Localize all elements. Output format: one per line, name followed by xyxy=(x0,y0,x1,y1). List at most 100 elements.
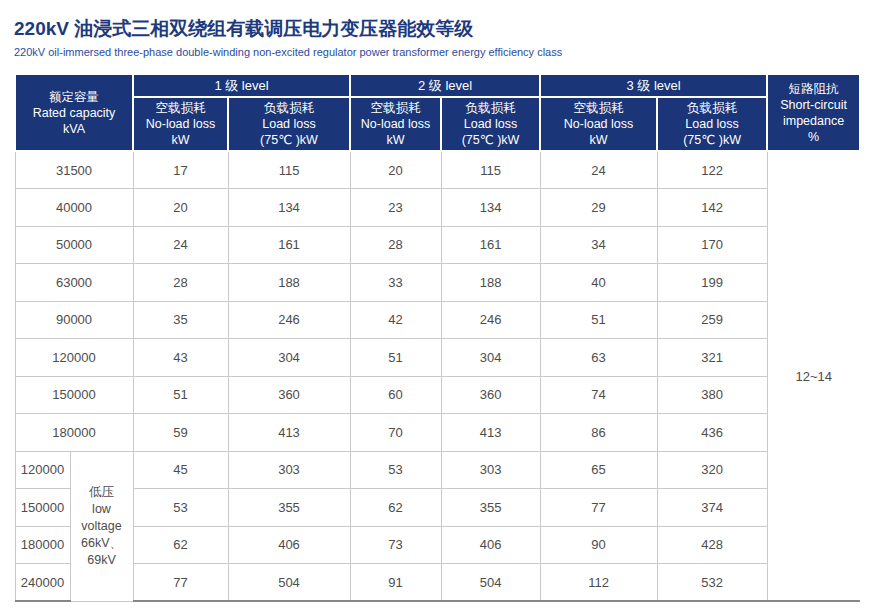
cell-l1-noload: 59 xyxy=(133,414,228,452)
cell-l3-load: 320 xyxy=(657,451,767,489)
table-row: 180000 59 413 70 413 86 436 xyxy=(15,414,860,452)
header-level-2: 2 级 level xyxy=(350,74,540,97)
cell-l1-noload: 28 xyxy=(133,264,228,302)
capacity-cell: 63000 xyxy=(15,264,133,302)
cell-l2-load: 360 xyxy=(441,376,540,414)
cell-l3-noload: 34 xyxy=(540,226,657,264)
cell-l1-noload: 24 xyxy=(133,226,228,264)
cell-l1-noload: 77 xyxy=(133,564,228,602)
cell-l3-noload: 29 xyxy=(540,189,657,227)
table-row: 150000 53 355 62 355 77 374 xyxy=(15,489,860,527)
cell-l3-noload: 65 xyxy=(540,451,657,489)
cell-l2-load: 161 xyxy=(441,226,540,264)
capacity-cell: 40000 xyxy=(15,189,133,227)
cell-l2-noload: 62 xyxy=(350,489,441,527)
capacity-cell: 240000 xyxy=(15,564,70,602)
cell-l1-noload: 51 xyxy=(133,376,228,414)
capacity-cell: 180000 xyxy=(15,526,70,564)
capacity-cell: 50000 xyxy=(15,226,133,264)
cell-l2-noload: 42 xyxy=(350,301,441,339)
cell-l2-load: 413 xyxy=(441,414,540,452)
cell-l3-noload: 74 xyxy=(540,376,657,414)
cell-l3-load: 199 xyxy=(657,264,767,302)
cell-l2-load: 504 xyxy=(441,564,540,602)
cell-l1-noload: 53 xyxy=(133,489,228,527)
table-row: 40000 20 134 23 134 29 142 xyxy=(15,189,860,227)
cell-l2-noload: 70 xyxy=(350,414,441,452)
header-l3-load-loss: 负载损耗 Load loss (75℃ )kW xyxy=(657,97,767,151)
cell-l3-load: 428 xyxy=(657,526,767,564)
impedance-value-cell: 12~14 xyxy=(767,151,860,601)
cell-l2-load: 115 xyxy=(441,151,540,189)
table-row: 120000 低压 low voltage 66kV、 69kV 45 303 … xyxy=(15,451,860,489)
cell-l2-noload: 53 xyxy=(350,451,441,489)
cell-l1-load: 134 xyxy=(228,189,350,227)
cell-l3-load: 321 xyxy=(657,339,767,377)
cell-l2-noload: 91 xyxy=(350,564,441,602)
cell-l2-load: 355 xyxy=(441,489,540,527)
table-row: 90000 35 246 42 246 51 259 xyxy=(15,301,860,339)
cell-l3-noload: 40 xyxy=(540,264,657,302)
header-l2-no-load-loss: 空载损耗 No-load loss kW xyxy=(350,97,441,151)
cell-l3-noload: 77 xyxy=(540,489,657,527)
table-row: 180000 62 406 73 406 90 428 xyxy=(15,526,860,564)
cell-l2-load: 304 xyxy=(441,339,540,377)
header-l1-load-loss: 负载损耗 Load loss (75℃ )kW xyxy=(228,97,350,151)
cell-l2-noload: 60 xyxy=(350,376,441,414)
table-row: 120000 43 304 51 304 63 321 xyxy=(15,339,860,377)
cell-l2-noload: 23 xyxy=(350,189,441,227)
cell-l2-load: 246 xyxy=(441,301,540,339)
cell-l2-noload: 73 xyxy=(350,526,441,564)
cell-l1-noload: 45 xyxy=(133,451,228,489)
cell-l3-noload: 112 xyxy=(540,564,657,602)
table-row: 50000 24 161 28 161 34 170 xyxy=(15,226,860,264)
cell-l2-load: 134 xyxy=(441,189,540,227)
cell-l3-load: 532 xyxy=(657,564,767,602)
capacity-cell: 120000 xyxy=(15,451,70,489)
cell-l1-load: 246 xyxy=(228,301,350,339)
cell-l1-noload: 43 xyxy=(133,339,228,377)
capacity-cell: 90000 xyxy=(15,301,133,339)
cell-l3-noload: 86 xyxy=(540,414,657,452)
cell-l1-noload: 20 xyxy=(133,189,228,227)
cell-l1-load: 304 xyxy=(228,339,350,377)
cell-l3-noload: 24 xyxy=(540,151,657,189)
header-level-1: 1 级 level xyxy=(133,74,350,97)
efficiency-table: 额定容量 Rated capacity kVA 1 级 level 2 级 le… xyxy=(14,73,861,602)
table-row: 150000 51 360 60 360 74 380 xyxy=(15,376,860,414)
cell-l1-load: 161 xyxy=(228,226,350,264)
header-l2-load-loss: 负载损耗 Load loss (75℃ )kW xyxy=(441,97,540,151)
cell-l1-load: 303 xyxy=(228,451,350,489)
cell-l1-load: 360 xyxy=(228,376,350,414)
cell-l1-load: 413 xyxy=(228,414,350,452)
header-rated-capacity: 额定容量 Rated capacity kVA xyxy=(15,74,133,151)
cell-l2-load: 406 xyxy=(441,526,540,564)
capacity-cell: 180000 xyxy=(15,414,133,452)
page-title: 220kV 油浸式三相双绕组有载调压电力变压器能效等级 xyxy=(14,17,860,40)
cell-l2-noload: 51 xyxy=(350,339,441,377)
cell-l2-noload: 28 xyxy=(350,226,441,264)
page: 220kV 油浸式三相双绕组有载调压电力变压器能效等级 220kV oil-im… xyxy=(0,0,873,602)
cell-l2-noload: 33 xyxy=(350,264,441,302)
cell-l2-noload: 20 xyxy=(350,151,441,189)
cell-l3-noload: 63 xyxy=(540,339,657,377)
cell-l1-noload: 17 xyxy=(133,151,228,189)
capacity-cell: 150000 xyxy=(15,489,70,527)
header-level-3: 3 级 level xyxy=(540,74,767,97)
cell-l1-noload: 35 xyxy=(133,301,228,339)
header-l1-no-load-loss: 空载损耗 No-load loss kW xyxy=(133,97,228,151)
table-row: 240000 77 504 91 504 112 532 xyxy=(15,564,860,602)
cell-l1-load: 115 xyxy=(228,151,350,189)
table-row: 31500 17 115 20 115 24 122 12~14 xyxy=(15,151,860,189)
header-l3-no-load-loss: 空载损耗 No-load loss kW xyxy=(540,97,657,151)
cell-l1-load: 188 xyxy=(228,264,350,302)
cell-l2-load: 188 xyxy=(441,264,540,302)
cell-l3-load: 374 xyxy=(657,489,767,527)
header-impedance: 短路阻抗 Short-circuit impedance % xyxy=(767,74,860,151)
low-voltage-group-cell: 低压 low voltage 66kV、 69kV xyxy=(70,451,133,601)
capacity-cell: 31500 xyxy=(15,151,133,189)
capacity-cell: 120000 xyxy=(15,339,133,377)
cell-l2-load: 303 xyxy=(441,451,540,489)
cell-l3-noload: 51 xyxy=(540,301,657,339)
capacity-cell: 150000 xyxy=(15,376,133,414)
